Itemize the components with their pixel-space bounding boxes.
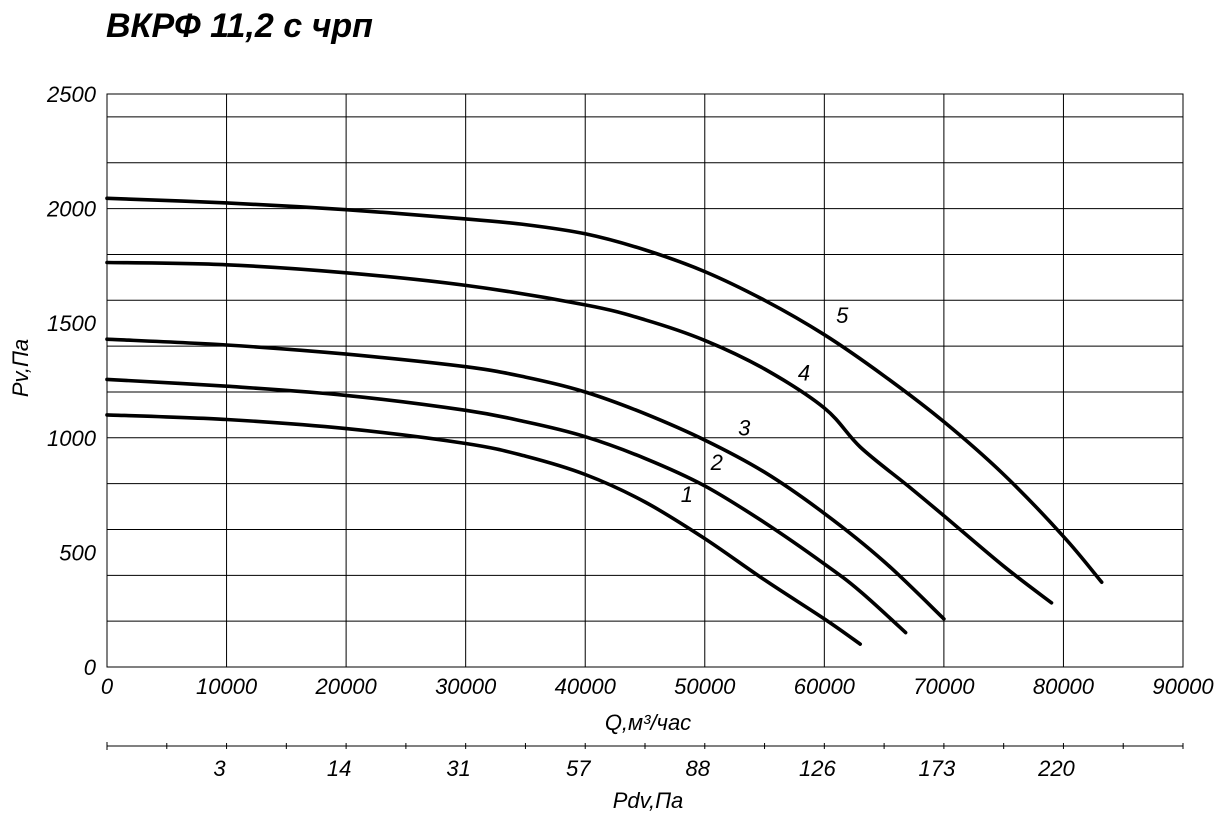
y-axis-ticks: 0 500 1000 1500 2000 2500 (46, 82, 97, 680)
secondary-tick-label: 31 (446, 756, 470, 781)
x-tick-label: 0 (101, 674, 114, 699)
curve-2 (105, 377, 908, 635)
y-tick-label: 2500 (46, 82, 97, 107)
curve-label: 5 (836, 303, 849, 328)
x-tick-label: 70000 (913, 674, 975, 699)
secondary-tick-label: 57 (566, 756, 591, 781)
y-tick-label: 1000 (47, 426, 97, 451)
curve-5 (105, 196, 1104, 584)
y-tick-label: 0 (84, 655, 97, 680)
y-tick-label: 2000 (46, 197, 97, 222)
curve-4 (105, 260, 1054, 605)
curve-label: 4 (798, 361, 810, 386)
curve-3 (105, 337, 946, 621)
x-tick-label: 90000 (1152, 674, 1214, 699)
secondary-tick-label: 220 (1037, 756, 1075, 781)
x-tick-label: 50000 (674, 674, 736, 699)
chart-title: ВКРФ 11,2 с чрп (106, 7, 373, 45)
secondary-axis: 3 14 31 57 88 126 173 220 (106, 742, 1184, 781)
x-tick-label: 80000 (1033, 674, 1095, 699)
secondary-tick-label: 173 (919, 756, 956, 781)
x-tick-label: 40000 (555, 674, 617, 699)
curve-labels: 123 4 5 (681, 303, 849, 507)
curve-label: 1 (681, 482, 693, 507)
secondary-tick-label: 14 (327, 756, 351, 781)
curve-label: 2 (710, 450, 723, 475)
secondary-tick-label: 88 (686, 756, 711, 781)
x-tick-label: 20000 (315, 674, 378, 699)
x-tick-label: 30000 (435, 674, 497, 699)
secondary-axis-label: Pdv,Па (613, 788, 684, 813)
y-tick-label: 500 (59, 540, 96, 565)
x-tick-label: 60000 (794, 674, 856, 699)
y-tick-label: 1500 (47, 311, 97, 336)
secondary-tick-label: 3 (213, 756, 226, 781)
curves (105, 196, 1104, 646)
x-axis-label: Q,м³/час (605, 710, 691, 735)
y-axis-label: Pv,Па (8, 339, 33, 397)
secondary-tick-label: 126 (799, 756, 836, 781)
x-tick-label: 10000 (196, 674, 258, 699)
curve-1 (105, 413, 862, 646)
curve-label: 3 (738, 416, 751, 441)
x-axis-ticks: 0 10000 20000 30000 40000 50000 60000 70000 8000… (101, 674, 1214, 699)
